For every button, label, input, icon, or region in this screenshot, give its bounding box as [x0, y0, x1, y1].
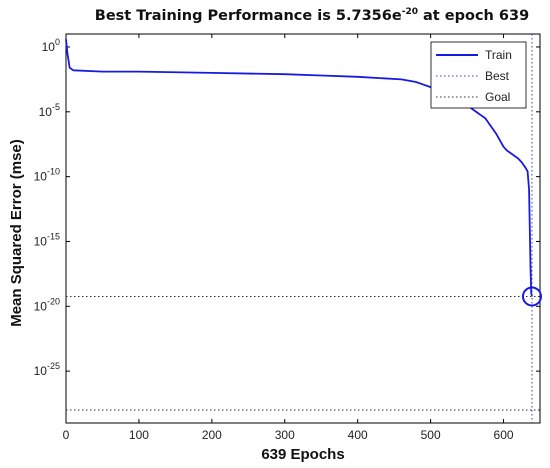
- y-tick-label: 10-5: [39, 102, 60, 119]
- x-tick-label: 300: [275, 428, 295, 442]
- x-axis-title: 639 Epochs: [261, 446, 344, 463]
- y-tick-base: 10: [42, 40, 56, 54]
- y-tick-label: 10-10: [34, 167, 60, 184]
- legend-box: [430, 41, 527, 109]
- legend-goal-label: Goal: [485, 90, 510, 104]
- x-tick-label: 0: [63, 428, 70, 442]
- y-tick-exponent: -25: [47, 361, 60, 371]
- y-tick-exponent: -15: [47, 231, 60, 241]
- y-tick-base: 10: [34, 170, 48, 184]
- chart-title: Best Training Performance is 5.7356e-20 …: [95, 7, 529, 24]
- x-tick-label: 600: [494, 428, 514, 442]
- chart-title-exponent: -20: [402, 7, 418, 17]
- x-tick-label: 500: [421, 428, 441, 442]
- y-tick-base: 10: [39, 105, 53, 119]
- x-tick-label: 200: [202, 428, 222, 442]
- legend-train-label: Train: [485, 48, 512, 62]
- y-tick-base: 10: [34, 364, 48, 378]
- y-tick-label: 100: [42, 37, 60, 54]
- y-tick-exponent: -5: [52, 102, 60, 112]
- y-tick-base: 10: [34, 299, 48, 313]
- y-tick-exponent: -20: [47, 296, 60, 306]
- y-tick-exponent: 0: [55, 37, 60, 47]
- legend: Train Best Goal: [430, 41, 527, 109]
- x-tick-label: 400: [348, 428, 368, 442]
- y-axis-title: Mean Squared Error (mse): [8, 139, 25, 327]
- y-tick-base: 10: [34, 234, 48, 248]
- best-point-marker: [521, 286, 542, 307]
- y-tick-exponent: -10: [47, 167, 60, 177]
- y-tick-label: 10-25: [34, 361, 60, 378]
- y-tick-label: 10-15: [34, 231, 60, 248]
- x-tick-label: 100: [129, 428, 149, 442]
- y-tick-label: 10-20: [34, 296, 60, 313]
- x-axis-ticks: 0 100 200 300 400 500 600: [63, 34, 514, 442]
- chart-title-main: Best Training Performance is 5.7356e: [95, 8, 402, 24]
- chart-title-suffix: at epoch 639: [418, 8, 529, 24]
- legend-best-label: Best: [485, 69, 510, 83]
